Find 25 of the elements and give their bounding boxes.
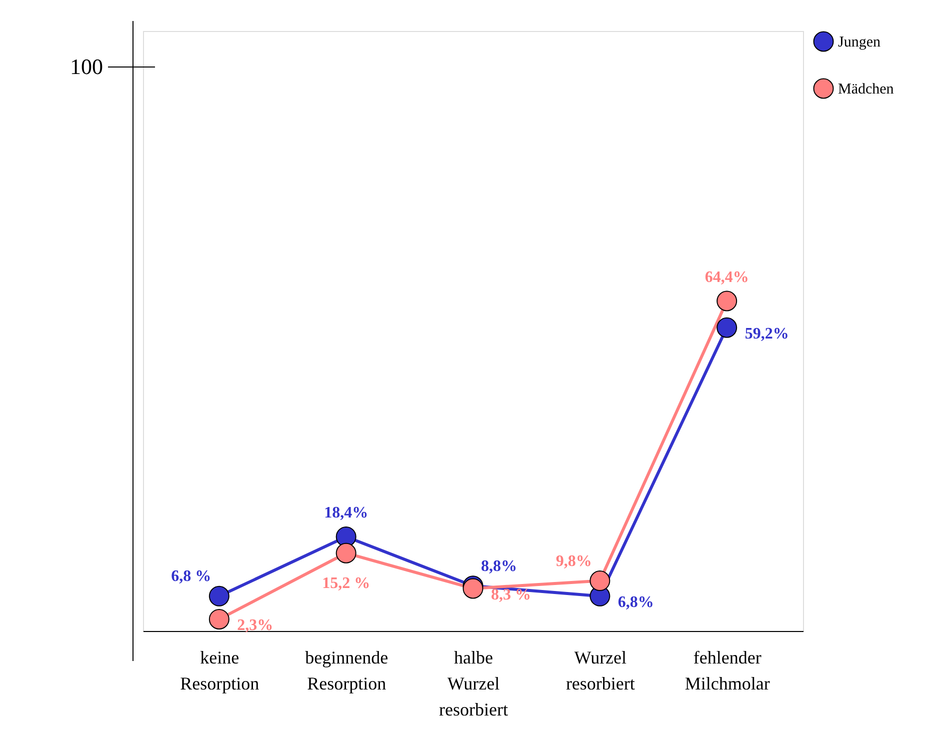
x-tick-label: beginnende Resorption [305,648,388,694]
text: 100 [70,54,103,79]
x-tick-label: fehlender Milchmolar [684,648,770,694]
point [716,290,738,312]
point [336,526,356,547]
data-label: 6,8% [618,594,654,612]
data-label: 64,4% [704,269,749,286]
point [208,586,230,606]
data-label: 6,8 % [171,568,212,586]
x-tick-label: Wurzel resorbiert [566,648,635,694]
legend-label: Jungen [838,34,881,50]
legend-label: Mädchen [838,82,894,98]
data-label: 59,2% [744,326,789,343]
data-label: 15,2 % [322,575,370,592]
data-label: 18,4% [324,504,368,522]
point [208,608,230,630]
data-label: 2,3% [237,617,274,634]
point [590,570,610,592]
data-label: 8,8% [481,558,517,575]
point [716,317,738,338]
x-tick-label: halbe Wurzel resorbiert [439,648,508,720]
x-tick-label: keine Resorption [180,648,260,694]
point [336,542,356,564]
data-label: 9,8% [556,552,592,570]
data-label: 8,3 % [491,586,531,604]
